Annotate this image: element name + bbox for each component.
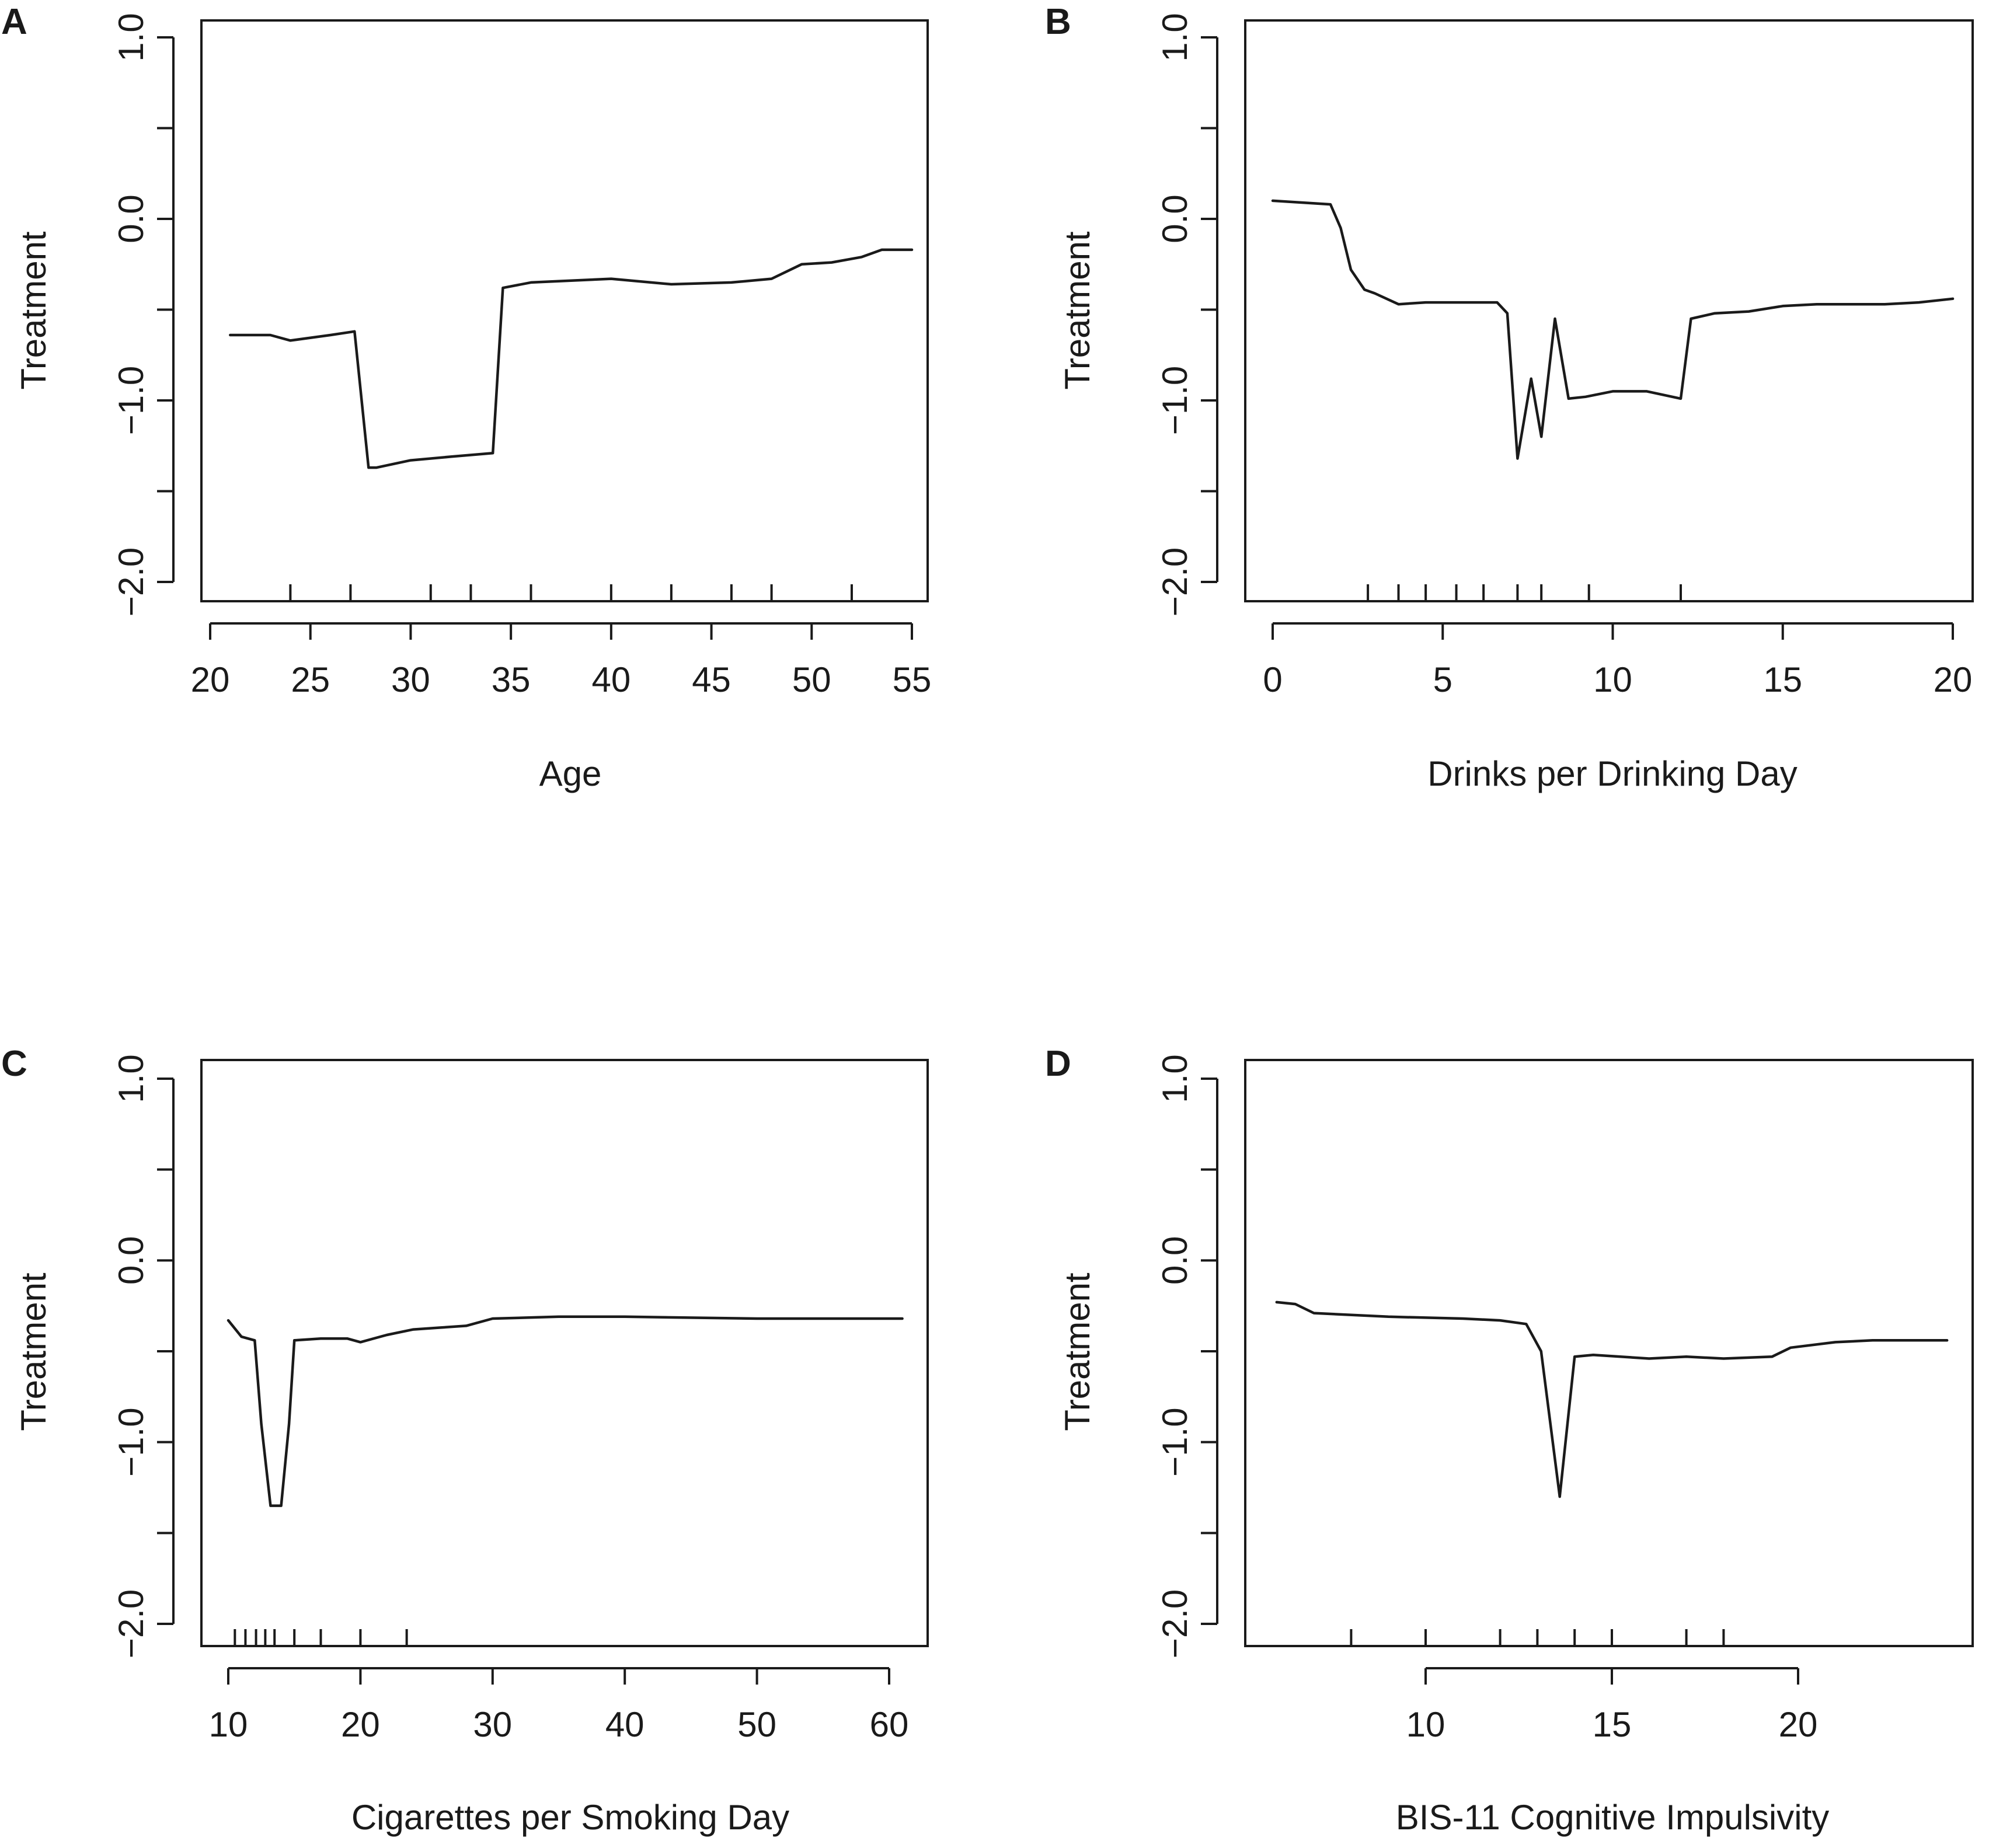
x-tick-label-d: 20 bbox=[1779, 1705, 1818, 1744]
x-axis-title-d: BIS-11 Cognitive Impulsivity bbox=[1396, 1798, 1830, 1837]
series-line-b bbox=[1271, 199, 1955, 460]
plot-marks-a: 1.0 0.0 −1.0 −2.0 20 25 30 35 40 45 50 55 bbox=[112, 13, 931, 699]
x-tick-label-c: 20 bbox=[341, 1705, 380, 1744]
x-tick-label-a: 20 bbox=[191, 660, 230, 699]
panel-label-a: A bbox=[1, 2, 27, 42]
x-tick-label-a: 45 bbox=[692, 660, 731, 699]
x-tick-label-c: 10 bbox=[209, 1705, 248, 1744]
x-axis-title-a: Age bbox=[539, 754, 602, 793]
panel-label-d: D bbox=[1045, 1044, 1071, 1084]
y-tick-label-c: 0.0 bbox=[112, 1236, 151, 1285]
x-tick-label-a: 30 bbox=[391, 660, 430, 699]
panel-label-c: C bbox=[1, 1044, 27, 1084]
x-tick-label-c: 30 bbox=[473, 1705, 512, 1744]
x-axis-title-c: Cigarettes per Smoking Day bbox=[351, 1798, 789, 1837]
x-tick-label-d: 10 bbox=[1406, 1705, 1445, 1744]
y-axis-title-c: Treatment bbox=[14, 1272, 53, 1431]
plot-marks-c: 1.0 0.0 −1.0 −2.0 10 20 30 40 50 60 bbox=[112, 1054, 908, 1744]
y-tick-label-a: 1.0 bbox=[112, 13, 151, 61]
x-tick-label-b: 0 bbox=[1263, 660, 1282, 699]
y-tick-label-c: 1.0 bbox=[112, 1054, 151, 1103]
y-tick-label-c: −2.0 bbox=[112, 1589, 151, 1658]
plot-frame-c bbox=[200, 1059, 929, 1647]
y-tick-label-d: −2.0 bbox=[1155, 1589, 1194, 1658]
panel-label-b: B bbox=[1045, 2, 1071, 42]
panel-d: D Treatment BIS-11 Cognitive Impulsivity… bbox=[1045, 1044, 1974, 1837]
x-tick-label-c: 40 bbox=[605, 1705, 645, 1744]
x-tick-label-b: 5 bbox=[1433, 660, 1452, 699]
plot-frame-a bbox=[200, 19, 929, 602]
x-tick-label-a: 40 bbox=[591, 660, 631, 699]
x-axis-title-b: Drinks per Drinking Day bbox=[1427, 754, 1798, 793]
x-tick-label-b: 15 bbox=[1763, 660, 1802, 699]
x-tick-label-a: 35 bbox=[492, 660, 531, 699]
x-tick-label-d: 15 bbox=[1593, 1705, 1632, 1744]
y-tick-label-c: −1.0 bbox=[112, 1407, 151, 1476]
y-tick-label-d: −1.0 bbox=[1155, 1407, 1194, 1476]
y-tick-label-b: −2.0 bbox=[1155, 548, 1194, 616]
y-tick-label-a: −2.0 bbox=[112, 548, 151, 616]
y-tick-label-b: 0.0 bbox=[1155, 194, 1194, 243]
y-tick-label-a: −1.0 bbox=[112, 366, 151, 435]
y-axis-title-a: Treatment bbox=[14, 231, 53, 390]
y-tick-label-a: 0.0 bbox=[112, 194, 151, 243]
x-tick-label-b: 20 bbox=[1934, 660, 1973, 699]
plot-marks-b: 1.0 0.0 −1.0 −2.0 0 5 10 15 20 bbox=[1155, 13, 1972, 699]
y-tick-label-d: 0.0 bbox=[1155, 1236, 1194, 1285]
x-tick-label-a: 25 bbox=[291, 660, 330, 699]
x-tick-label-c: 50 bbox=[737, 1705, 776, 1744]
y-axis-title-b: Treatment bbox=[1058, 231, 1097, 390]
x-tick-label-c: 60 bbox=[870, 1705, 909, 1744]
x-tick-label-b: 10 bbox=[1593, 660, 1632, 699]
plot-frame-b bbox=[1244, 19, 1974, 602]
panel-b: B Treatment Drinks per Drinking Day 1.0 0… bbox=[1045, 2, 1974, 793]
series-line-c bbox=[227, 1315, 904, 1507]
series-line-d bbox=[1275, 1300, 1949, 1498]
panel-c: C Treatment Cigarettes per Smoking Day 1… bbox=[1, 1044, 929, 1837]
series-line-a bbox=[229, 248, 914, 469]
x-tick-label-a: 55 bbox=[893, 660, 932, 699]
panel-a: A Treatment Age 1.0 0.0 −1.0 −2.0 20 25 30 35 40… bbox=[1, 2, 931, 793]
y-axis-title-d: Treatment bbox=[1058, 1272, 1097, 1431]
x-tick-label-a: 50 bbox=[792, 660, 831, 699]
y-tick-label-d: 1.0 bbox=[1155, 1054, 1194, 1103]
y-tick-label-b: −1.0 bbox=[1155, 366, 1194, 435]
plot-marks-d: 1.0 0.0 −1.0 −2.0 10 15 20 bbox=[1155, 1054, 1949, 1744]
y-tick-label-b: 1.0 bbox=[1155, 13, 1194, 61]
plot-frame-d bbox=[1244, 1059, 1974, 1647]
